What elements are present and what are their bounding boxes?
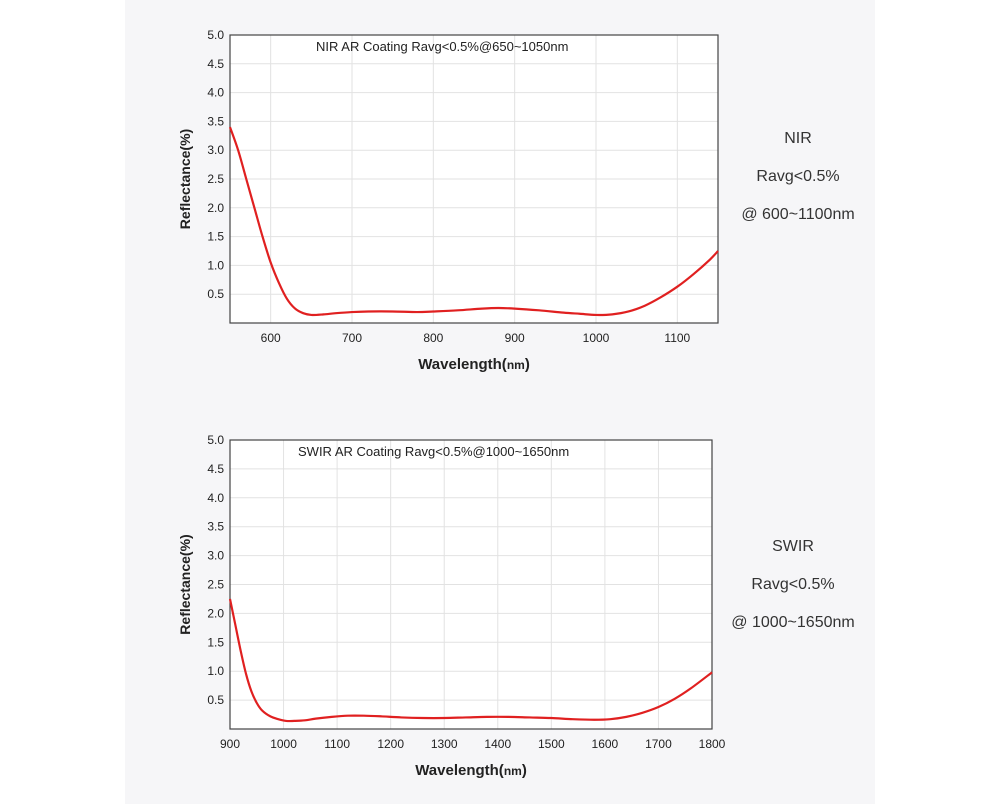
nir-plot-frame [229, 34, 719, 324]
nir-x-axis-label-close: ) [525, 356, 530, 373]
swir-ytick-label-4: 2.5 [207, 578, 224, 592]
nir-ytick-label-8: 4.5 [207, 57, 224, 71]
swir-ytick-label-8: 4.5 [207, 462, 224, 476]
swir-xtick-label-5: 1400 [484, 737, 511, 751]
nir-y-axis-label: Reflectance(%) [177, 129, 193, 229]
nir-ytick-label-2: 1.5 [207, 230, 224, 244]
nir-xtick-label-0: 600 [261, 331, 281, 345]
swir-x-axis-label-unit: nm [504, 764, 522, 778]
swir-xtick-label-9: 1800 [699, 737, 726, 751]
nir-xtick-label-3: 900 [505, 331, 525, 345]
swir-xtick-label-8: 1700 [645, 737, 672, 751]
swir-ytick-label-2: 1.5 [207, 635, 224, 649]
swir-side-note-range: @ 1000~1650nm [731, 614, 855, 631]
nir-x-axis-label-main: Wavelength( [418, 356, 507, 373]
nir-ytick-label-4: 2.5 [207, 172, 224, 186]
swir-xtick-label-3: 1200 [377, 737, 404, 751]
swir-side-note-ravg: Ravg<0.5% [751, 576, 835, 593]
nir-x-axis-label-unit: nm [507, 358, 525, 372]
nir-ytick-label-9: 5.0 [207, 28, 224, 42]
swir-ytick-label-1: 1.0 [207, 664, 224, 678]
nir-ytick-label-6: 3.5 [207, 114, 224, 128]
swir-xtick-label-7: 1600 [592, 737, 619, 751]
nir-ytick-label-7: 4.0 [207, 86, 224, 100]
nir-xtick-label-4: 1000 [583, 331, 610, 345]
swir-x-axis-label-close: ) [522, 762, 527, 779]
swir-ytick-label-6: 3.5 [207, 520, 224, 534]
nir-xtick-label-5: 1100 [664, 331, 690, 345]
swir-ytick-label-9: 5.0 [207, 433, 224, 447]
swir-xtick-label-6: 1500 [538, 737, 565, 751]
swir-ytick-label-3: 2.0 [207, 606, 224, 620]
swir-x-axis-label: Wavelength(nm) [415, 762, 527, 779]
swir-side-note-title: SWIR [772, 538, 814, 555]
nir-side-note: NIR Ravg<0.5% @ 600~1100nm [718, 120, 878, 234]
swir-reflectance-curve-0 [228, 598, 713, 723]
nir-xtick-label-2: 800 [423, 331, 443, 345]
swir-chart-title: SWIR AR Coating Ravg<0.5%@1000~1650nm [298, 444, 569, 459]
nir-ytick-label-0: 0.5 [207, 287, 224, 301]
swir-xtick-label-2: 1100 [324, 737, 350, 751]
nir-xtick-label-1: 700 [342, 331, 362, 345]
nir-side-note-ravg: Ravg<0.5% [756, 168, 840, 185]
nir-side-note-range: @ 600~1100nm [741, 206, 855, 223]
swir-ytick-label-7: 4.0 [207, 491, 224, 505]
swir-xtick-label-0: 900 [220, 737, 240, 751]
nir-ytick-label-1: 1.0 [207, 258, 224, 272]
nir-chart-title: NIR AR Coating Ravg<0.5%@650~1050nm [316, 39, 568, 54]
swir-xtick-label-4: 1300 [431, 737, 458, 751]
swir-side-note: SWIR Ravg<0.5% @ 1000~1650nm [713, 528, 873, 642]
swir-xtick-label-1: 1000 [270, 737, 297, 751]
swir-plot-frame [229, 439, 713, 730]
nir-side-note-title: NIR [784, 130, 812, 147]
nir-ytick-label-3: 2.0 [207, 201, 224, 215]
nir-x-axis-label: Wavelength(nm) [418, 356, 530, 373]
swir-y-axis-label: Reflectance(%) [177, 534, 193, 634]
nir-ytick-label-5: 3.0 [207, 143, 224, 157]
swir-ytick-label-0: 0.5 [207, 693, 224, 707]
nir-reflectance-curve-0 [228, 126, 719, 317]
swir-x-axis-label-main: Wavelength( [415, 762, 504, 779]
swir-ytick-label-5: 3.0 [207, 549, 224, 563]
